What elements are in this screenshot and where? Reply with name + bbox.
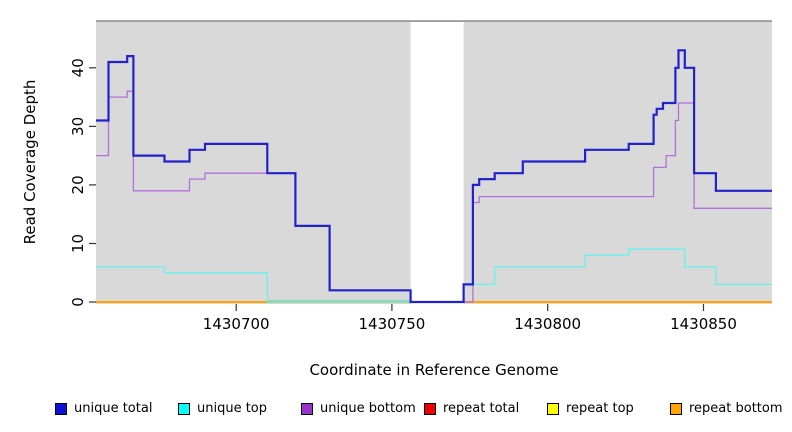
legend-label-repeat-bottom: repeat bottom <box>689 401 783 416</box>
legend-swatch-unique-total <box>55 402 67 415</box>
legend-swatch-repeat-bottom <box>670 402 682 415</box>
legend-item-repeat-top: repeat top <box>547 401 634 416</box>
series-unique-top <box>96 248 772 303</box>
legend-swatch-repeat-total <box>424 402 436 415</box>
y-tick-label: 20 <box>69 175 87 194</box>
legend-swatch-repeat-top <box>547 402 559 415</box>
legend-swatch-unique-top <box>178 402 190 415</box>
legend-item-repeat-total: repeat total <box>424 401 519 416</box>
legend-item-unique-top: unique top <box>178 401 267 416</box>
masked-region <box>410 22 464 304</box>
x-tick-label: 1430850 <box>670 315 737 333</box>
x-tick-label: 1430700 <box>203 315 270 333</box>
legend-item-repeat-bottom: repeat bottom <box>670 401 783 416</box>
x-axis-label: Coordinate in Reference Genome <box>309 361 559 379</box>
y-axis-label: Read Coverage Depth <box>21 79 39 245</box>
x-tick-label: 1430800 <box>514 315 581 333</box>
legend-label-unique-bottom: unique bottom <box>320 401 416 416</box>
y-tick-label: 10 <box>69 234 87 253</box>
y-tick-label: 30 <box>69 117 87 136</box>
legend-label-unique-total: unique total <box>74 401 153 416</box>
y-tick-label: 0 <box>69 297 87 307</box>
legend-label-unique-top: unique top <box>197 401 268 416</box>
legend-label-repeat-total: repeat total <box>443 401 520 416</box>
legend-item-unique-bottom: unique bottom <box>301 401 416 416</box>
series-unique-total <box>96 49 772 304</box>
legend-label-repeat-top: repeat top <box>566 401 634 416</box>
legend-item-unique-total: unique total <box>55 401 152 416</box>
legend-swatch-unique-bottom <box>301 402 313 415</box>
x-tick-label: 1430750 <box>358 315 425 333</box>
y-tick-label: 40 <box>69 58 87 77</box>
